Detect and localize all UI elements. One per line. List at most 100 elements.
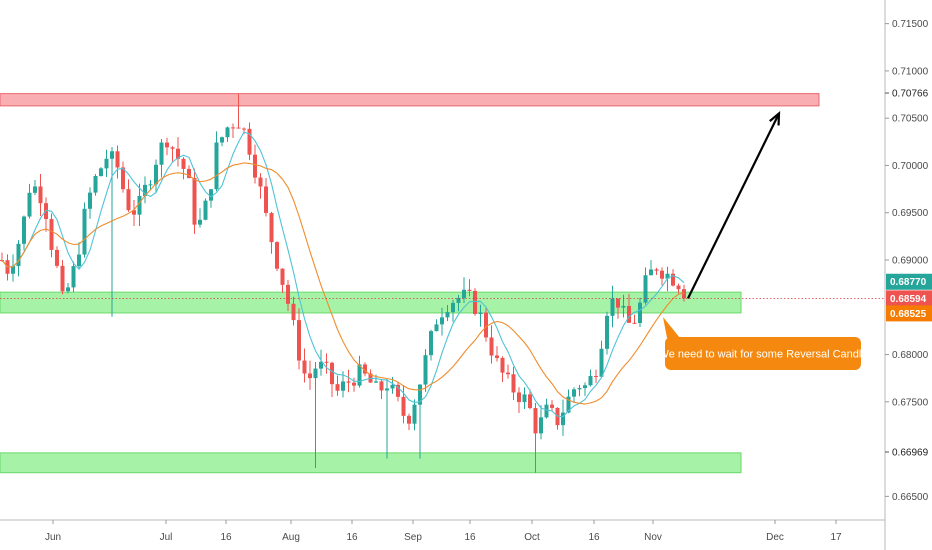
candle-body-81: [445, 312, 450, 318]
candle-body-105: [577, 388, 582, 390]
candle-body-73: [401, 396, 406, 416]
candle-body-108: [594, 376, 598, 378]
candle-body-87: [478, 312, 483, 314]
candle-body-93: [511, 374, 516, 393]
candle-body-117: [643, 275, 648, 303]
candle-body-84: [462, 289, 466, 298]
candle-body-32: [176, 148, 180, 159]
candle-body-111: [610, 298, 615, 316]
candle-body-78: [429, 331, 433, 356]
candle-body-23: [126, 189, 131, 211]
candle-body-85: [467, 289, 472, 291]
y-tick-label-5: 0.69000: [892, 256, 929, 267]
candle-body-68: [374, 381, 378, 383]
candle-body-19: [104, 158, 109, 169]
candle-body-52: [286, 284, 290, 304]
candle-body-97: [533, 408, 538, 434]
candle-body-39: [214, 142, 219, 190]
y-tick-label-3: 0.70000: [892, 161, 929, 172]
candle-body-71: [390, 384, 395, 389]
candle-body-58: [319, 361, 323, 369]
candle-body-90: [495, 355, 499, 358]
support-zone-2: [0, 452, 742, 474]
candle-body-94: [517, 392, 521, 403]
candle-body-38: [209, 189, 213, 201]
candle-body-4: [22, 216, 26, 244]
candle-body-5: [27, 192, 32, 217]
price-tag-0: 0.70766: [892, 89, 929, 100]
candle-body-2: [11, 266, 15, 274]
candle-body-107: [588, 376, 593, 386]
candle-body-77: [423, 355, 428, 385]
price-tag-1: 0.68770: [890, 277, 927, 288]
x-tick-label-6: 16: [464, 532, 476, 543]
candle-body-113: [621, 305, 626, 308]
candle-body-99: [544, 404, 549, 418]
candle-body-91: [500, 357, 505, 373]
zones-layer: [0, 93, 820, 474]
candle-body-51: [280, 268, 285, 285]
target-arrow-head: [769, 111, 781, 126]
candle-body-66: [363, 364, 367, 374]
x-tick-label-5: Sep: [404, 532, 422, 543]
candle-body-24: [132, 210, 136, 215]
candle-body-16: [88, 192, 92, 209]
candle-body-74: [407, 415, 411, 424]
y-tick-label-6: 0.68000: [892, 350, 929, 361]
candle-body-104: [572, 389, 576, 397]
candle-body-25: [137, 195, 142, 215]
price-tag-box-2: [886, 290, 932, 307]
candle-body-60: [330, 362, 334, 385]
candle-body-123: [676, 285, 681, 290]
candle-body-17: [93, 175, 98, 193]
y-tick-label-7: 0.67500: [892, 397, 929, 408]
candle-body-86: [473, 290, 477, 314]
candle-body-61: [335, 384, 340, 391]
candle-body-7: [38, 186, 43, 204]
candle-body-40: [220, 137, 224, 143]
candle-body-121: [665, 273, 670, 279]
candle-body-30: [165, 142, 169, 148]
price-tag-2: 0.68594: [890, 294, 927, 305]
candle-body-82: [451, 302, 455, 313]
x-tick-label-10: Dec: [766, 532, 784, 543]
candle-body-22: [121, 167, 125, 190]
candle-body-70: [385, 388, 389, 391]
x-tick-label-1: Jul: [160, 532, 173, 543]
candle-body-10: [55, 249, 59, 266]
candle-body-33: [181, 158, 186, 169]
candle-body-98: [539, 417, 543, 434]
candle-body-118: [649, 269, 653, 276]
ma-fast-line: [1, 131, 685, 418]
candle-body-47: [258, 177, 263, 187]
x-tick-label-11: 17: [830, 532, 842, 543]
candle-body-63: [346, 381, 351, 383]
candle-body-114: [627, 305, 631, 323]
candle-body-41: [225, 127, 230, 138]
x-tick-label-2: 16: [220, 532, 232, 543]
candle-body-54: [297, 320, 301, 361]
candle-body-43: [236, 127, 241, 129]
moving-averages-layer: [1, 131, 685, 418]
candle-body-109: [599, 348, 604, 377]
candle-body-64: [352, 382, 356, 386]
candle-body-69: [379, 381, 384, 391]
price-tag-box-1: [886, 273, 932, 290]
price-tag-4: 0.66969: [892, 448, 929, 459]
candle-body-46: [253, 154, 257, 178]
candle-body-29: [159, 142, 164, 165]
candle-body-110: [605, 315, 609, 349]
candle-body-12: [66, 287, 70, 292]
x-tick-label-9: Nov: [644, 532, 662, 543]
y-tick-label-4: 0.69500: [892, 208, 929, 219]
candle-body-92: [506, 372, 510, 375]
annotation-text: We need to wait for some Reversal Candle: [659, 349, 868, 361]
candle-body-75: [412, 404, 417, 424]
candle-body-6: [33, 186, 37, 193]
candle-body-44: [242, 128, 246, 130]
candle-body-28: [154, 164, 158, 185]
candle-body-35: [192, 178, 197, 225]
candle-body-50: [275, 242, 279, 269]
